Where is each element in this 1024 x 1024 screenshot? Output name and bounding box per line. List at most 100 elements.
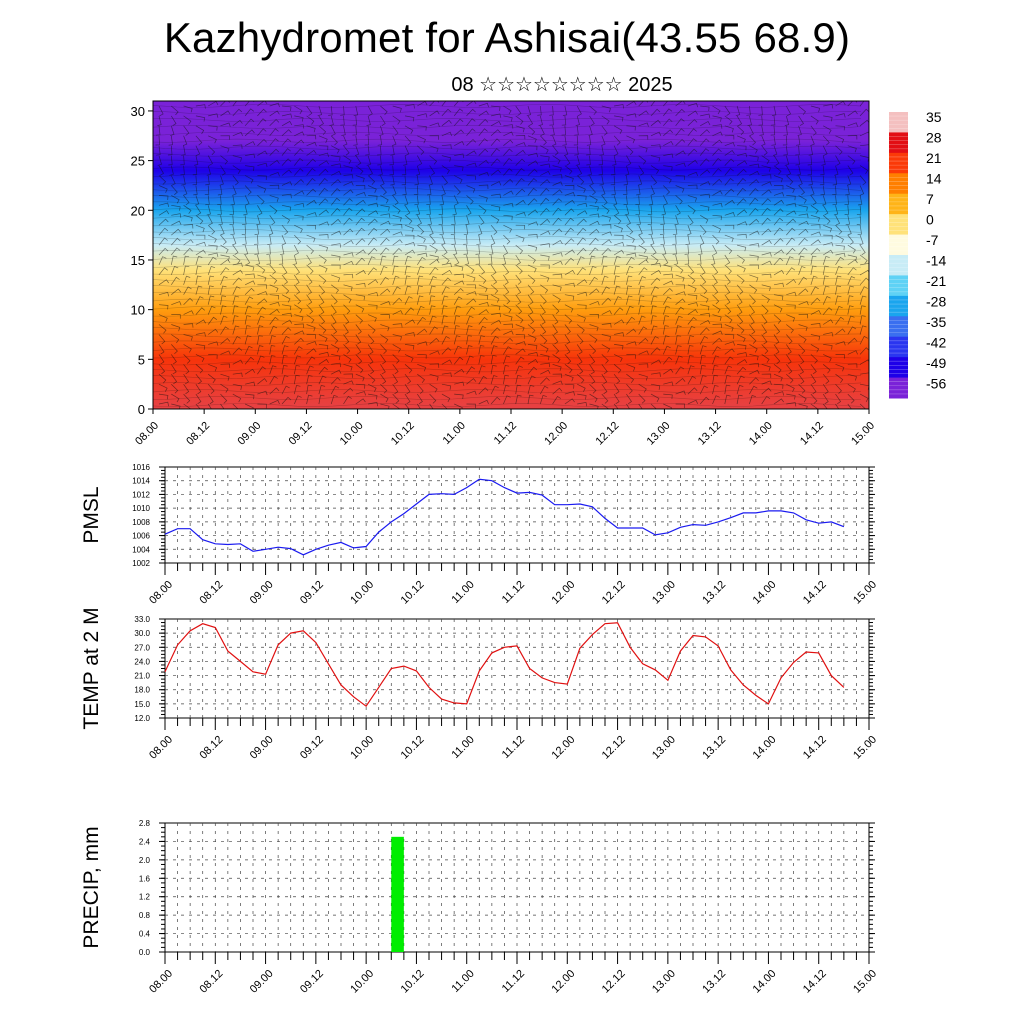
- wind-barb: [294, 330, 305, 335]
- wind-barb: [810, 214, 820, 222]
- wind-barb: [589, 300, 600, 306]
- wind-barb: [659, 225, 665, 235]
- wind-barb: [687, 335, 695, 345]
- wind-barb: [577, 291, 588, 297]
- wind-barb: [712, 244, 718, 256]
- wind-barb: [672, 235, 677, 245]
- y-tick-label: 10: [131, 303, 145, 318]
- wind-barb: [317, 105, 323, 117]
- wind-barb: [404, 125, 414, 134]
- wind-barb: [564, 344, 571, 355]
- wind-barb: [294, 115, 304, 122]
- wind-barb: [736, 359, 748, 365]
- wind-barb: [856, 215, 862, 225]
- wind-barb: [266, 254, 271, 265]
- wind-barb: [220, 155, 228, 165]
- wind-barb: [330, 135, 338, 146]
- wind-barb: [749, 243, 760, 248]
- wind-barb: [564, 391, 576, 396]
- wind-barb: [637, 175, 643, 186]
- wind-barb: [192, 175, 197, 186]
- x-tick-label: 12.12: [600, 968, 628, 996]
- wind-barb: [822, 384, 829, 395]
- wind-barb: [207, 155, 213, 166]
- wind-barb: [798, 213, 809, 218]
- wind-barb: [549, 115, 554, 126]
- wind-barb: [269, 375, 278, 385]
- wind-barb: [195, 234, 206, 240]
- wind-barb: [254, 225, 259, 235]
- wind-barb: [835, 215, 841, 226]
- wind-barb: [624, 205, 630, 216]
- wind-barb: [355, 354, 363, 365]
- wind-barb: [158, 314, 168, 323]
- wind-barb: [380, 301, 391, 306]
- wind-barb: [675, 118, 685, 127]
- wind-barb: [798, 373, 805, 385]
- wind-barb: [749, 208, 759, 216]
- wind-barb: [860, 372, 869, 376]
- wind-barb: [761, 207, 771, 216]
- wind-barb: [269, 128, 279, 137]
- wind-barb: [589, 213, 600, 218]
- wind-barb: [478, 171, 489, 177]
- wind-barb: [577, 202, 588, 208]
- wind-barb: [478, 365, 486, 375]
- wind-barb: [626, 252, 637, 258]
- wind-barb: [441, 254, 450, 264]
- wind-barb: [773, 238, 784, 246]
- wind-barb: [859, 254, 868, 264]
- wind-barb: [417, 328, 428, 335]
- wind-barb: [417, 125, 427, 131]
- wind-barb: [736, 115, 743, 127]
- wind-barb: [195, 224, 205, 233]
- wind-barb: [749, 125, 754, 137]
- wind-barb: [318, 244, 329, 252]
- wind-barb: [736, 135, 746, 144]
- isotherm-line: [153, 138, 862, 143]
- wind-barb: [527, 366, 538, 375]
- wind-barb: [392, 265, 399, 275]
- wind-barb: [257, 101, 268, 107]
- wind-barb: [490, 345, 498, 355]
- wind-barb: [663, 280, 674, 286]
- wind-barb: [601, 115, 610, 125]
- wind-barb: [329, 115, 334, 126]
- x-tick-label: 12.12: [600, 579, 628, 607]
- wind-barb: [810, 364, 817, 375]
- wind-barb: [626, 403, 631, 409]
- colorbar-label: -14: [926, 253, 946, 269]
- wind-barb: [749, 284, 758, 294]
- wind-barb: [798, 324, 808, 332]
- wind-barb: [601, 105, 611, 113]
- wind-barb: [785, 165, 792, 176]
- wind-barb: [454, 381, 465, 386]
- wind-barb: [192, 165, 198, 176]
- wind-barb: [761, 380, 772, 385]
- wind-barb: [712, 314, 722, 321]
- wind-barb: [577, 401, 588, 407]
- wind-barb: [810, 286, 819, 295]
- wind-barb: [158, 195, 169, 201]
- wind-barb: [724, 274, 731, 285]
- wind-barb: [220, 165, 226, 176]
- wind-barb: [368, 291, 379, 297]
- wind-barb: [257, 175, 267, 181]
- wind-barb: [564, 354, 572, 365]
- wind-barb: [847, 295, 854, 305]
- wind-barb: [195, 215, 204, 225]
- x-tick-label: 11.00: [449, 734, 476, 761]
- wind-barb: [269, 205, 278, 215]
- wind-barb: [490, 284, 499, 295]
- wind-barb: [404, 255, 412, 266]
- wind-barb: [318, 304, 325, 315]
- x-tick-label: 08.12: [197, 734, 225, 762]
- wind-barb: [687, 399, 699, 405]
- wind-barb: [380, 115, 386, 126]
- wind-barb: [859, 403, 867, 409]
- wind-barb: [835, 244, 845, 251]
- wind-barb: [503, 234, 511, 245]
- wind-barb: [220, 234, 227, 245]
- wind-barb: [306, 212, 317, 217]
- wind-barb: [368, 195, 378, 201]
